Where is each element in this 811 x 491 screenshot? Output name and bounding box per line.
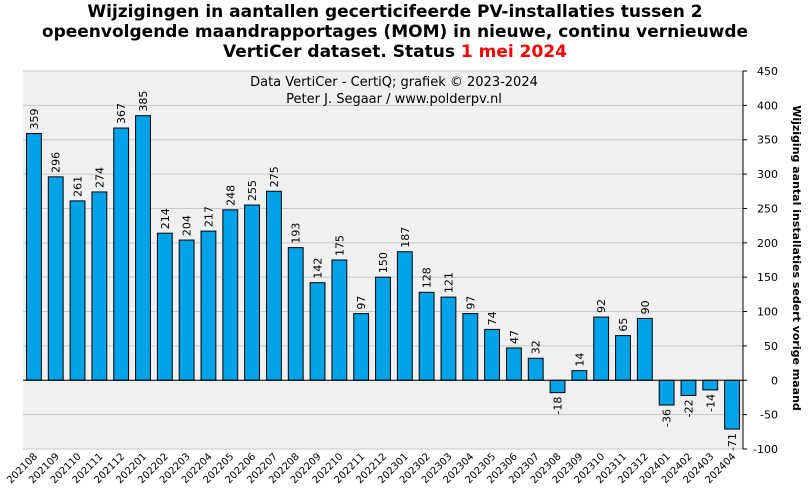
bar xyxy=(47,176,64,381)
bar xyxy=(702,379,719,391)
bar xyxy=(462,313,479,381)
bar xyxy=(69,200,86,381)
bar xyxy=(113,127,130,381)
data-label: 193 xyxy=(290,223,303,244)
bar xyxy=(309,282,326,381)
bar xyxy=(571,370,588,381)
bar xyxy=(680,379,697,396)
data-label: 261 xyxy=(72,176,85,197)
credit-line-2: Peter J. Segaar / www.polderpv.nl xyxy=(286,92,502,107)
y-tick-label: 450 xyxy=(757,65,778,78)
bars xyxy=(25,115,741,430)
data-label: 187 xyxy=(399,227,412,248)
data-label: 47 xyxy=(508,330,521,344)
bar xyxy=(593,316,610,381)
y-tick-label: -100 xyxy=(753,443,778,456)
data-label: 275 xyxy=(268,166,281,187)
title-line-3-prefix: VertiCer dataset. Status xyxy=(223,42,461,62)
data-label: 90 xyxy=(639,300,652,314)
data-label: -22 xyxy=(682,399,695,417)
data-label: 214 xyxy=(159,208,172,229)
data-label: 175 xyxy=(333,235,346,256)
data-label: 121 xyxy=(442,272,455,293)
y-tick-label: 200 xyxy=(757,237,778,250)
data-label: 142 xyxy=(312,258,325,279)
data-label: 274 xyxy=(93,167,106,188)
data-label: -71 xyxy=(726,433,739,451)
bar xyxy=(549,379,566,394)
data-label: 14 xyxy=(573,353,586,367)
y-tick-label: 400 xyxy=(757,99,778,112)
data-label: 150 xyxy=(377,252,390,273)
y-tick-label: 0 xyxy=(771,374,778,387)
bar xyxy=(200,230,217,381)
data-label: 32 xyxy=(530,340,543,354)
bar xyxy=(375,276,391,381)
bar xyxy=(615,335,631,381)
y-tick-label: 50 xyxy=(764,340,778,353)
y-tick-label: 300 xyxy=(757,168,778,181)
credit-line-1: Data VertiCer - CertiQ; grafiek © 2023-2… xyxy=(250,75,538,90)
data-label: 255 xyxy=(246,180,259,201)
data-label: 97 xyxy=(464,296,477,310)
bar xyxy=(135,115,151,381)
bar xyxy=(484,328,501,381)
bar xyxy=(265,190,282,381)
bar xyxy=(353,313,370,381)
data-labels: 359 296 261 274 367 385 214 204 217 248 255 275 193 1… xyxy=(28,91,739,451)
bar xyxy=(505,347,522,381)
bar xyxy=(331,259,348,381)
y-tick-label: 250 xyxy=(757,202,778,215)
bar xyxy=(396,251,413,381)
chart-title: Wijzigingen in aantallen gecerticifeerde… xyxy=(0,2,790,62)
title-line-1: Wijzigingen in aantallen gecerticifeerde… xyxy=(87,2,703,22)
data-label: 97 xyxy=(355,296,368,310)
data-label: 359 xyxy=(28,109,41,130)
data-label: 385 xyxy=(137,91,150,112)
x-axis-labels: 2021082021092021102021112021122022012022… xyxy=(5,451,738,486)
status-date: 1 mei 2024 xyxy=(460,42,567,62)
title-line-3: VertiCer dataset. Status 1 mei 2024 xyxy=(0,42,790,62)
y-tick-label: 100 xyxy=(757,306,778,319)
data-label: 217 xyxy=(202,206,215,227)
y-tick-label: 150 xyxy=(757,271,778,284)
bar xyxy=(156,232,173,381)
data-label: 248 xyxy=(224,185,237,206)
data-label: -36 xyxy=(661,409,674,427)
bar xyxy=(724,379,741,430)
data-label: 296 xyxy=(50,152,63,173)
bar xyxy=(91,191,108,381)
bar xyxy=(636,317,653,381)
data-label: 92 xyxy=(595,299,608,313)
data-label: 367 xyxy=(115,103,128,124)
bar xyxy=(222,209,239,381)
bar xyxy=(658,379,675,406)
y-tick-label: 350 xyxy=(757,134,778,147)
data-label: 128 xyxy=(421,267,434,288)
y-axis-title: Wijziging aantal installaties sedert vor… xyxy=(790,105,803,411)
data-label: 65 xyxy=(617,318,630,332)
bar xyxy=(244,204,261,381)
y-tick-label: -50 xyxy=(760,409,778,422)
bar xyxy=(178,239,195,381)
data-label: -18 xyxy=(552,397,565,415)
data-label: 204 xyxy=(181,215,194,236)
bar xyxy=(25,133,42,381)
bar xyxy=(287,247,304,381)
y-axis-ticks: -100 -50 0 50 100 150 200 250 300 350 400 450 xyxy=(743,65,778,456)
title-line-2: opeenvolgende maandrapportages (MOM) in … xyxy=(41,22,749,42)
bar xyxy=(440,296,457,381)
bar xyxy=(418,291,435,381)
bar xyxy=(527,357,544,381)
data-label: -14 xyxy=(704,394,717,412)
data-label: 74 xyxy=(486,311,499,325)
